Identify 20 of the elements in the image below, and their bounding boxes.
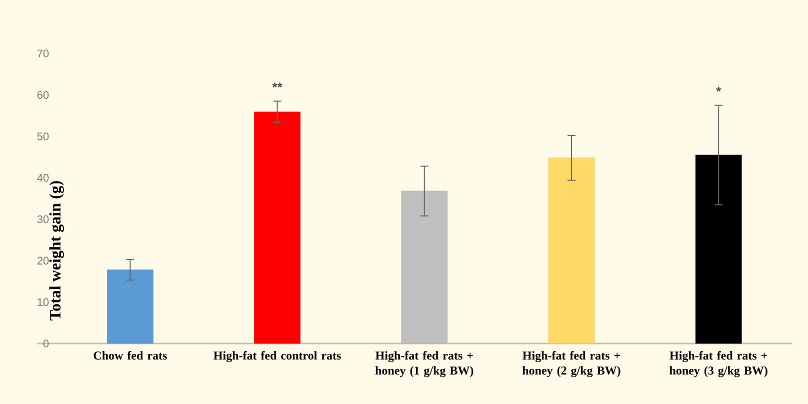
annotation: * [716, 86, 722, 92]
x-tick-label: High-fat fed rats + honey (2 g/kg BW) [522, 351, 620, 378]
x-tick-label: High-fat fed control rats [214, 351, 341, 362]
y-tick-label: 30 [37, 215, 49, 224]
annotation: ** [272, 82, 282, 88]
y-tick-label: 40 [37, 174, 49, 182]
y-tick-label: 10 [38, 298, 49, 306]
y-tick-label: 70 [37, 50, 49, 58]
bar [548, 158, 595, 344]
bar [695, 154, 742, 344]
y-axis-title: Total weight gain (g) [49, 181, 64, 320]
y-tick-label: 60 [37, 91, 49, 99]
x-tick-label: Chow fed rats [94, 351, 167, 360]
y-tick-label: 50 [37, 132, 49, 140]
bar [254, 112, 300, 344]
x-tick-label: High-fat fed rats + honey (3 g/kg BW) [670, 351, 768, 378]
y-tick-label: 0 [43, 340, 49, 348]
x-tick-label: High-fat fed rats + honey (1 g/kg BW) [375, 351, 474, 378]
bar [106, 270, 154, 344]
y-tick-label: 20 [37, 256, 49, 265]
